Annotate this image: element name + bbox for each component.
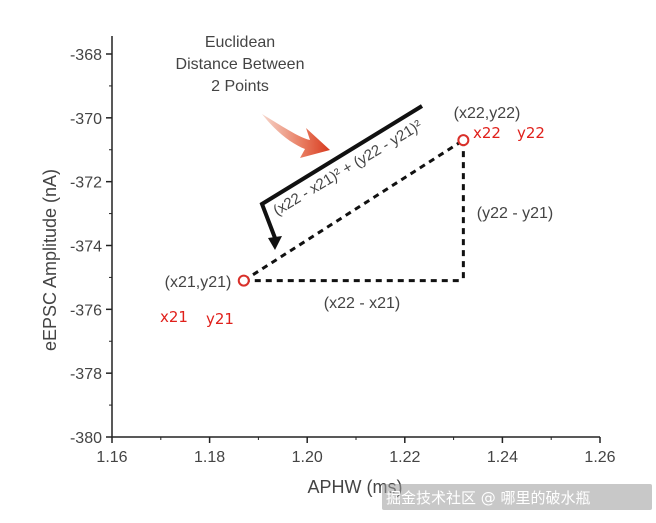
x-tick-label: 1.20 xyxy=(292,449,323,466)
red-label-y21: y21 xyxy=(206,310,234,328)
red-label-x22: x22 xyxy=(473,124,501,142)
caption-line-1: Euclidean xyxy=(205,34,275,51)
watermark-bg xyxy=(382,484,652,510)
point-1-label: (x21,y21) xyxy=(165,274,232,291)
vertical-leg-label: (y22 - y21) xyxy=(477,205,553,222)
y-tick-label: -372 xyxy=(70,175,102,192)
euclidean-caption: Euclidean Distance Between 2 Points xyxy=(176,34,305,95)
caption-line-3: 2 Points xyxy=(211,78,269,95)
horizontal-leg-label: (x22 - x21) xyxy=(324,295,400,312)
point-2-marker xyxy=(457,134,470,147)
x-tick-label: 1.22 xyxy=(389,449,420,466)
y-axis-title: eEPSC Amplitude (nA) xyxy=(40,169,60,351)
bracket-arrowhead-icon xyxy=(268,236,282,250)
x-tick-label: 1.24 xyxy=(487,449,518,466)
x-tick-label: 1.18 xyxy=(194,449,225,466)
red-label-x21: x21 xyxy=(160,308,188,326)
x-tick-label: 1.16 xyxy=(96,449,127,466)
red-label-y22: y22 xyxy=(517,124,545,142)
watermark-text: 掘金技术社区 @ 哪里的破水瓶 xyxy=(386,489,591,507)
y-tick-label: -380 xyxy=(70,430,102,447)
x-axis-title: APHW (ms) xyxy=(308,477,403,497)
y-tick-label: -374 xyxy=(70,239,102,256)
y-ticks: -368 -370 -372 -374 -376 -378 -380 xyxy=(70,47,112,447)
formula-bracket-line xyxy=(259,104,424,239)
x-ticks: 1.16 1.18 1.20 1.22 1.24 1.26 xyxy=(96,437,616,466)
point-2-label: (x22,y22) xyxy=(454,105,521,122)
y-tick-label: -370 xyxy=(70,111,102,128)
caption-line-2: Distance Between xyxy=(176,56,305,73)
y-tick-label: -378 xyxy=(70,366,102,383)
point-1-marker xyxy=(237,274,250,287)
y-tick-label: -376 xyxy=(70,302,102,319)
y-tick-label: -368 xyxy=(70,47,102,64)
distance-formula: (x22 - x21)² + (y22 - y21)² xyxy=(270,117,425,219)
red-arrow-icon xyxy=(262,114,330,158)
x-tick-label: 1.26 xyxy=(584,449,615,466)
